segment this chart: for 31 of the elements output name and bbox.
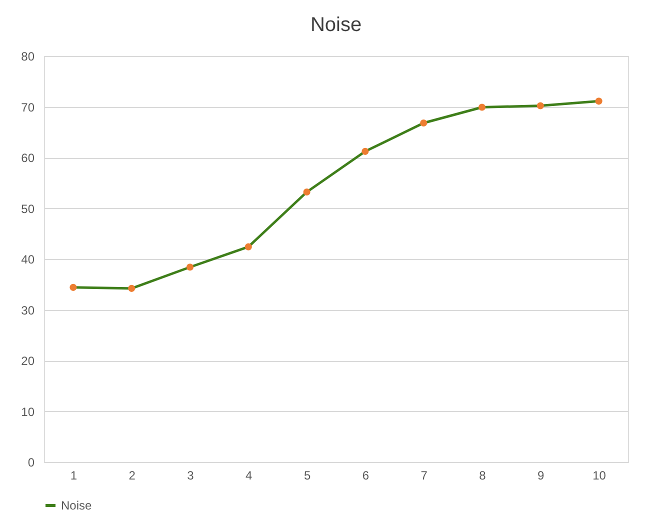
chart-title: Noise xyxy=(310,14,362,36)
point xyxy=(595,98,602,105)
point xyxy=(186,264,194,271)
y-tick-label: 60 xyxy=(21,151,35,165)
point xyxy=(420,119,428,127)
y-tick-label: 70 xyxy=(21,100,35,114)
x-tick-label: 7 xyxy=(420,468,428,482)
point xyxy=(536,102,544,110)
x-tick-label: 1 xyxy=(70,468,78,482)
x-tick-label: 9 xyxy=(538,468,545,482)
x-tick-label: 4 xyxy=(246,468,253,482)
y-tick-label: 40 xyxy=(21,252,35,266)
y-tick-label: 80 xyxy=(21,50,35,64)
point xyxy=(70,284,77,291)
y-tick-label: 30 xyxy=(21,303,35,318)
y-tick-label: 50 xyxy=(21,202,35,216)
point xyxy=(478,104,486,111)
x-tick-label: 3 xyxy=(187,468,194,482)
y-tick-label: 20 xyxy=(21,354,35,368)
y-tick-label: 0 xyxy=(28,456,35,470)
legend-label: Noise xyxy=(61,498,92,512)
x-tick-label: 5 xyxy=(304,468,311,482)
point xyxy=(362,148,369,155)
x-tick-label: 10 xyxy=(592,468,606,482)
point xyxy=(303,188,310,196)
x-tick-label: 6 xyxy=(362,468,370,482)
x-tick-label: 8 xyxy=(479,468,486,482)
y-tick-label: 10 xyxy=(21,404,35,419)
point xyxy=(244,243,252,250)
x-tick-label: 2 xyxy=(128,468,136,482)
point xyxy=(128,284,136,292)
